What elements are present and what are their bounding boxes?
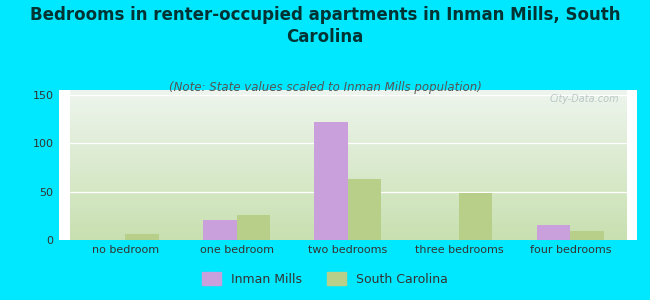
Bar — [203, 220, 237, 240]
Bar — [537, 226, 570, 240]
Text: (Note: State values scaled to Inman Mills population): (Note: State values scaled to Inman Mill… — [168, 81, 482, 94]
Bar — [237, 215, 270, 240]
Bar — [459, 193, 493, 240]
Bar — [570, 231, 604, 240]
Legend: Inman Mills, South Carolina: Inman Mills, South Carolina — [198, 267, 452, 291]
Text: Bedrooms in renter-occupied apartments in Inman Mills, South
Carolina: Bedrooms in renter-occupied apartments i… — [30, 6, 620, 46]
Bar — [315, 122, 348, 240]
Bar — [125, 234, 159, 240]
Text: City-Data.com: City-Data.com — [550, 94, 619, 104]
Bar — [348, 179, 381, 240]
